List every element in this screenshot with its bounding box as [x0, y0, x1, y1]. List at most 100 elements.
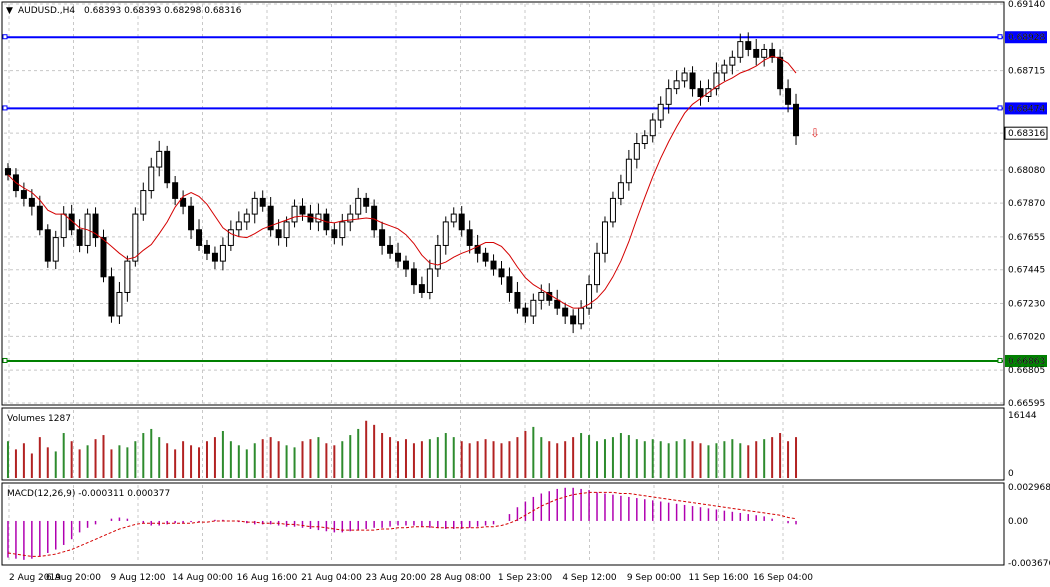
candle-body — [594, 252, 601, 286]
candle-body — [793, 103, 800, 137]
main-panel-frame — [1, 1, 1005, 406]
price-tick-label: 0.67655 — [1008, 233, 1045, 243]
price-tick-label: 0.68080 — [1008, 166, 1045, 176]
candle-body — [339, 221, 346, 239]
price-tick-label: 0.67870 — [1008, 199, 1045, 209]
candle-body — [275, 229, 282, 239]
candle-body — [20, 190, 27, 199]
candle-body — [737, 41, 744, 58]
time-tick-label: 14 Aug 00:00 — [172, 573, 233, 583]
candle-body — [299, 205, 306, 215]
candle-body — [402, 260, 409, 270]
candle-body — [36, 205, 43, 231]
price-tick-label: 0.68715 — [1008, 67, 1045, 77]
candle-body — [474, 244, 481, 254]
volume-tick-label: 16144 — [1008, 411, 1037, 421]
candle-body — [68, 213, 75, 231]
candle-body — [641, 135, 648, 145]
candle-body — [291, 205, 298, 223]
candle-body — [180, 197, 187, 207]
candle-body — [243, 213, 250, 223]
candle-body — [586, 284, 593, 309]
time-tick-label: 28 Aug 08:00 — [430, 573, 491, 583]
candle-body — [227, 229, 234, 246]
candle-body — [219, 244, 226, 262]
time-tick-label: 16 Sep 04:00 — [753, 573, 813, 583]
candle-body — [721, 64, 728, 74]
price-axis: 0.69140 0.68928 0.68715 0.68474 0.68316 0.680… — [1004, 0, 1050, 569]
level-anchor-left — [2, 105, 8, 111]
candle-body — [466, 229, 473, 246]
candle-body — [28, 197, 35, 207]
volume-bars — [6, 420, 798, 478]
price-tick-label: 0.69140 — [1008, 0, 1045, 10]
candle-body — [601, 221, 608, 254]
candle-body — [649, 119, 656, 137]
candle-body — [44, 229, 51, 262]
price-tick-label: 0.67230 — [1008, 299, 1045, 309]
candle-body — [76, 229, 83, 246]
candle-body — [347, 213, 354, 223]
candle-body — [283, 221, 290, 239]
candle-body — [482, 252, 489, 262]
level-anchor-right — [997, 105, 1003, 111]
level-price-text: 0.66863 — [1008, 357, 1045, 367]
price-tick-label: 0.67445 — [1008, 266, 1045, 276]
level-price-tag — [1005, 31, 1047, 44]
ohlc-label: 0.68393 0.68393 0.68298 0.68316 — [84, 6, 242, 16]
candle-body — [211, 252, 218, 262]
candle-body — [196, 229, 203, 246]
candle-body — [235, 221, 242, 231]
level-price-text: 0.68928 — [1008, 33, 1045, 43]
time-tick-label: 11 Sep 16:00 — [688, 573, 748, 583]
volume-tick-label: 0 — [1008, 469, 1014, 479]
level-anchor-right — [997, 34, 1003, 40]
candle-body — [132, 213, 139, 262]
price-tick-label: 0.68474 — [1008, 104, 1045, 114]
candle-body — [52, 237, 59, 262]
time-tick-label: 9 Sep 00:00 — [627, 573, 682, 583]
candle-body — [172, 182, 179, 199]
candle-body — [761, 48, 768, 58]
chart-header-arrow-icon[interactable]: ▼ — [6, 6, 13, 16]
candle-body — [371, 205, 378, 231]
candle-body — [108, 276, 115, 317]
time-tick-label: 23 Aug 20:00 — [366, 573, 427, 583]
grid-lines — [4, 3, 1003, 563]
ma-line — [7, 55, 797, 309]
candle-body — [60, 213, 67, 239]
candle-body — [538, 291, 545, 301]
candle-body — [657, 103, 664, 121]
candle-body — [92, 213, 99, 239]
time-tick-label: 2 Aug 2019 — [9, 573, 61, 583]
price-levels[interactable]: 0.68928 0.68474 0.66863 — [2, 31, 1047, 367]
candle-body — [251, 197, 258, 215]
time-tick-label: 9 Aug 12:00 — [111, 573, 166, 583]
candle-body — [426, 268, 433, 293]
candle-body — [267, 205, 274, 231]
candle-body — [156, 150, 163, 168]
current-price-tag — [1004, 126, 1048, 140]
candle-body — [259, 197, 266, 207]
candle-body — [697, 88, 704, 97]
candle-body — [450, 213, 457, 223]
macd-signal-line — [7, 491, 797, 557]
candle-body — [498, 268, 505, 278]
candle-body — [769, 48, 776, 58]
candle-body — [753, 48, 760, 58]
candle-body — [140, 190, 147, 215]
candle-body — [633, 143, 640, 160]
price-tick-label: 0.66595 — [1008, 399, 1045, 409]
price-tick-label: 0.68928 — [1008, 33, 1045, 43]
candle-body — [578, 307, 585, 325]
candle-body — [410, 268, 417, 286]
candle-body — [530, 299, 537, 317]
candlestick-series: ⇩ — [4, 32, 820, 334]
macd-tick-label: 0.002968 — [1008, 483, 1050, 493]
time-tick-label: 1 Sep 23:00 — [498, 573, 553, 583]
candle-body — [777, 56, 784, 90]
candle-body — [570, 315, 577, 325]
